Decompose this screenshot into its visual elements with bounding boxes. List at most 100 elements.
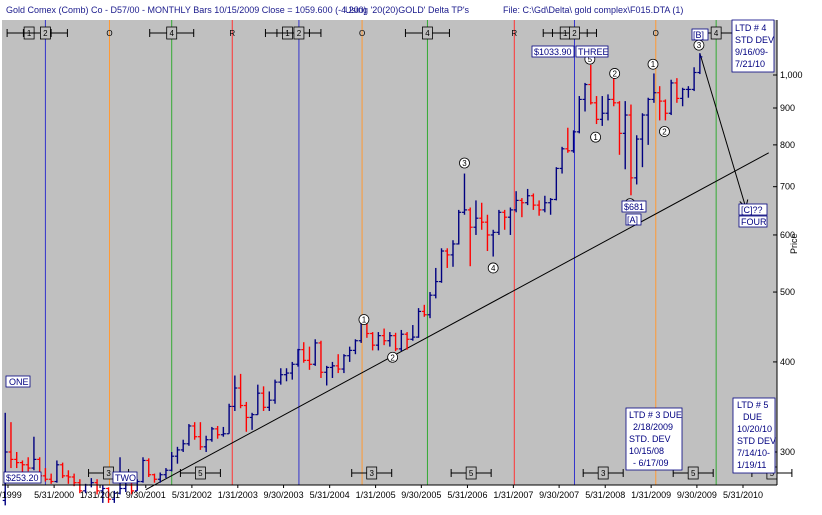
y-axis-label: Price: [789, 233, 799, 254]
cycle-marker-label: 5: [198, 469, 203, 478]
cycle-marker-box: [166, 26, 178, 40]
cycle-marker-label: 5: [469, 469, 474, 478]
wave-number: 2: [612, 69, 617, 78]
ltd5-frame: [732, 397, 776, 474]
x-tick-label: 1/31/2007: [493, 490, 533, 500]
ltd5-line-2: DUE: [743, 412, 762, 422]
wave-circle: [358, 314, 370, 325]
high-box: [531, 45, 575, 58]
y-tick-label: 1,000: [780, 70, 803, 80]
cycle-marker-box: [40, 26, 51, 40]
a-wave-box: [625, 213, 642, 226]
two-box: [112, 471, 138, 484]
label-two: TWO: [115, 473, 136, 483]
y-tick-label: 400: [780, 357, 795, 367]
x-tick-label: 9/30/2007: [539, 490, 579, 500]
wave-number: 3: [697, 41, 702, 50]
cycle-marker-label: 2: [43, 29, 48, 38]
bottom-cycle-markers: 3 5 3 5 3 5 5: [88, 466, 793, 480]
ltd3-line-5: - 6/17/09: [633, 458, 669, 468]
top-cycle-markers: 12O4R12O4R12O4: [6, 26, 739, 40]
wave-number: 2: [662, 127, 667, 136]
ltd5-line-4: STD DEV: [737, 436, 776, 446]
wave-number: 5: [588, 55, 593, 64]
cycle-marker-label: 3: [369, 469, 374, 478]
x-axis: 0/1999 5/31/2000 1/31/2001 9/30/2001 5/31/20…: [0, 484, 777, 500]
cycle-marker-label: 2: [572, 29, 577, 38]
b-wave-box: [691, 28, 709, 41]
ltd3-line-2: 2/18/2009: [633, 422, 673, 432]
x-tick-label: 1/31/2005: [356, 490, 396, 500]
label-low: $253.20: [6, 473, 39, 483]
cycle-marker-box: [465, 466, 477, 480]
x-tick-label: 1/31/2001: [80, 490, 120, 500]
y-tick-label: 300: [780, 447, 795, 457]
cycle-marker-box: [195, 466, 206, 480]
x-tick-label: 5/31/2008: [585, 490, 625, 500]
x-tick-label: 9/30/2009: [677, 490, 717, 500]
c-wave-box: [738, 203, 768, 216]
ltd4-line-2: STD DEV: [735, 35, 774, 45]
cycle-marker-label: 3: [601, 469, 606, 478]
wave-count-labels: 12345123123: [358, 39, 705, 363]
ltd3-line-3: STD. DEV: [629, 434, 671, 444]
cycle-marker-label: 3: [106, 469, 111, 478]
y-tick-label: 900: [780, 103, 795, 113]
x-tick-label: 0/1999: [0, 490, 22, 500]
three-box: [575, 45, 609, 58]
cycle-marker-label: 5: [691, 469, 696, 478]
x-tick-label: 5/31/2006: [447, 490, 487, 500]
wave-number: 1: [651, 60, 656, 69]
y-tick-label: 500: [780, 287, 795, 297]
x-tick-label: 9/30/2001: [126, 490, 166, 500]
price-annotations: ONE $253.20 TWO $1033.90 THREE $681 [A] …: [3, 28, 768, 484]
ltd4-line-4: 7/21/10: [735, 59, 765, 69]
label-b-wave: [B]: [693, 30, 704, 40]
label-one: ONE: [9, 377, 29, 387]
x-tick-label: 1/31/2009: [631, 490, 671, 500]
x-tick-label: 5/31/2004: [310, 490, 350, 500]
cycle-marker-box: [569, 26, 580, 40]
wave-number: 4: [491, 264, 496, 273]
cycle-marker-letter: O: [106, 29, 112, 38]
x-tick-label: 1/31/2003: [218, 490, 258, 500]
study-label: Using '20(20)GOLD' Delta TP's: [345, 5, 470, 15]
label-a-wave: [A]: [627, 215, 638, 225]
x-tick-label: 9/30/2005: [401, 490, 441, 500]
a-low-box: [621, 200, 647, 213]
support-trendline: [145, 152, 769, 491]
cycle-marker-letter: O: [359, 29, 365, 38]
x-tick-label: 5/31/2000: [34, 490, 74, 500]
wave-circle: [590, 131, 601, 143]
cycle-lines: [44, 20, 717, 485]
ltd5-line-1: LTD # 5: [737, 400, 768, 410]
wave-number: 1: [362, 316, 367, 325]
cycle-marker-box: [597, 466, 609, 480]
ltd3-line-1: LTD # 3 DUE: [629, 410, 682, 420]
y-tick-label: 800: [780, 140, 795, 150]
wave-number: 2: [390, 353, 395, 362]
wave-circle: [459, 157, 470, 169]
price-bars: [2, 53, 703, 506]
x-tick-label: 9/30/2003: [264, 490, 304, 500]
label-four: FOUR: [741, 217, 767, 227]
wave-circle: [659, 126, 670, 137]
y-axis: 300 400 500 600 700 800 900 1,000: [773, 20, 803, 485]
ltd3-frame: [625, 407, 683, 471]
cycle-marker-label: 4: [425, 29, 430, 38]
y-tick-label: 600: [780, 230, 795, 240]
ltd3-box: LTD # 3 DUE 2/18/2009 STD. DEV 10/15/08 …: [625, 407, 683, 471]
cycle-marker-label: 2: [297, 29, 302, 38]
label-three: THREE: [578, 47, 609, 57]
wave-number: 3: [462, 159, 467, 168]
ltd4-line-1: LTD # 4: [735, 23, 766, 33]
ltd5-line-6: 1/19/11: [737, 460, 766, 470]
low-box: [3, 471, 42, 484]
ltd3-line-4: 10/15/08: [629, 446, 664, 456]
one-box: [5, 375, 31, 388]
cycle-marker-box: [293, 26, 305, 40]
ltd5-box: LTD # 5 DUE 10/20/10 STD DEV 7/14/10- 1/…: [732, 397, 776, 474]
x-tick-label: 5/31/2010: [723, 490, 763, 500]
file-label: File: C:\Gd\Delta\ gold complex\F015.DTA…: [503, 5, 683, 15]
